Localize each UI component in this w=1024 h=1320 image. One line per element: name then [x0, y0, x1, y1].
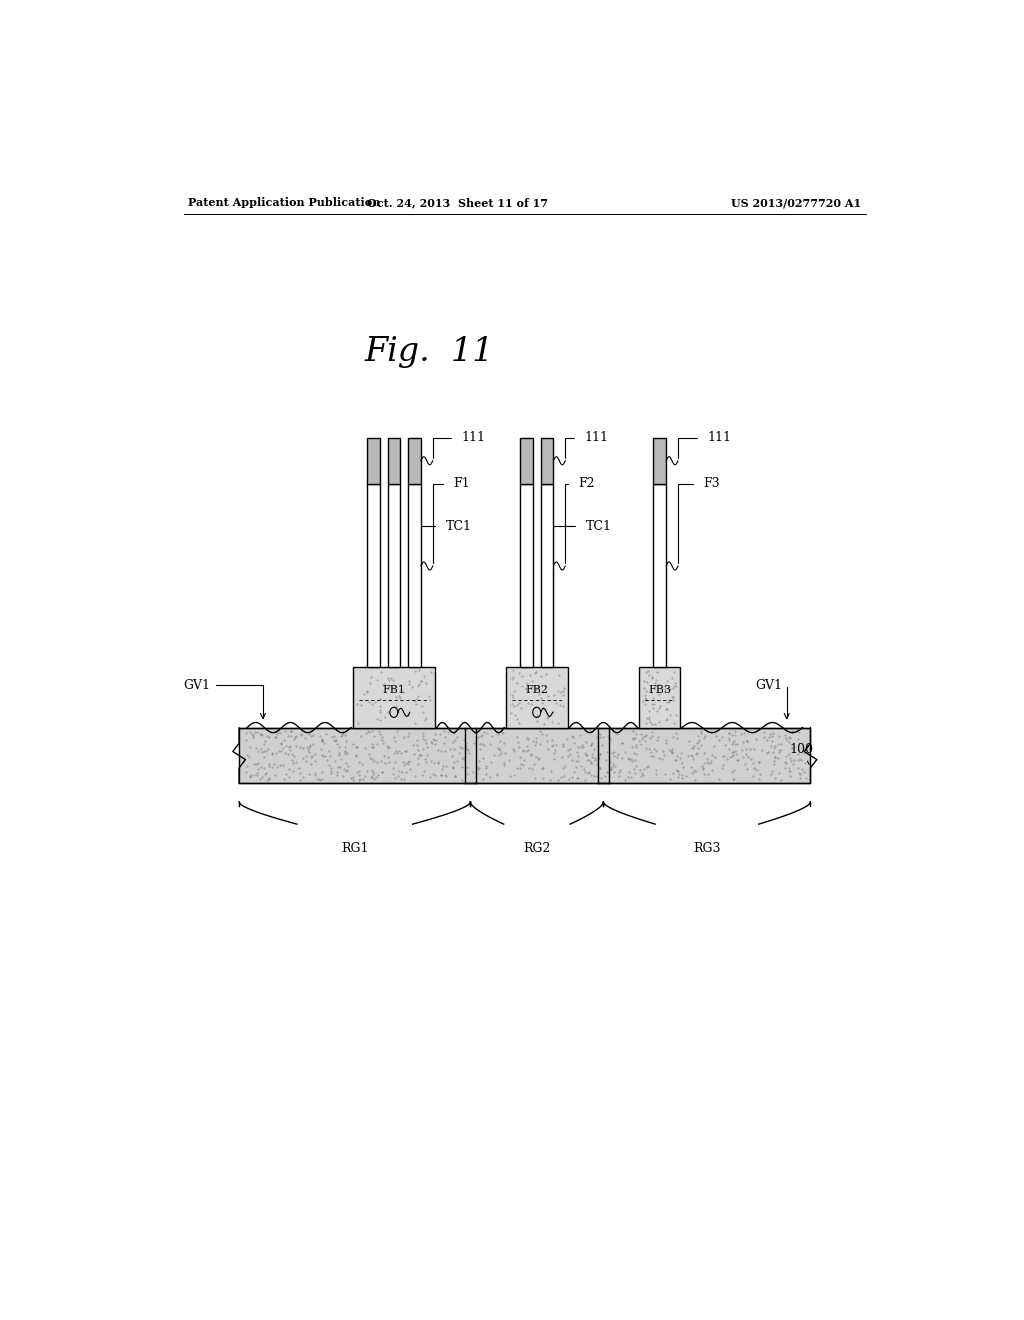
Bar	[520, 483, 532, 667]
Bar	[541, 438, 553, 483]
Bar	[506, 667, 567, 727]
Bar	[387, 438, 400, 483]
Bar	[639, 667, 680, 727]
Text: FB1: FB1	[382, 685, 406, 694]
Bar	[387, 483, 400, 667]
Text: US 2013/0277720 A1: US 2013/0277720 A1	[731, 197, 861, 209]
Bar	[541, 483, 553, 667]
Text: F3: F3	[703, 477, 720, 490]
Text: Patent Application Publication: Patent Application Publication	[187, 197, 380, 209]
Bar	[352, 667, 435, 727]
Text: TC1: TC1	[586, 520, 612, 533]
Bar	[367, 483, 380, 667]
Text: RG3: RG3	[693, 842, 721, 855]
Text: 100: 100	[790, 743, 813, 764]
Bar	[409, 438, 421, 483]
Bar	[409, 483, 421, 667]
Text: FB3: FB3	[648, 685, 671, 694]
Bar	[240, 727, 811, 784]
Text: RG2: RG2	[523, 842, 551, 855]
Bar	[653, 438, 666, 483]
Text: 111: 111	[585, 432, 608, 445]
Text: GV1: GV1	[755, 678, 790, 718]
Text: 111: 111	[708, 432, 731, 445]
Text: Fig.  11: Fig. 11	[365, 337, 495, 368]
Text: TC1: TC1	[445, 520, 471, 533]
Text: GV1: GV1	[183, 678, 265, 718]
Bar	[367, 438, 380, 483]
Text: RG1: RG1	[341, 842, 369, 855]
Text: FB2: FB2	[525, 685, 548, 694]
Text: F2: F2	[579, 477, 595, 490]
Text: 111: 111	[461, 432, 485, 445]
Bar	[653, 483, 666, 667]
Text: Oct. 24, 2013  Sheet 11 of 17: Oct. 24, 2013 Sheet 11 of 17	[367, 197, 548, 209]
Bar	[520, 438, 532, 483]
Text: F1: F1	[454, 477, 470, 490]
